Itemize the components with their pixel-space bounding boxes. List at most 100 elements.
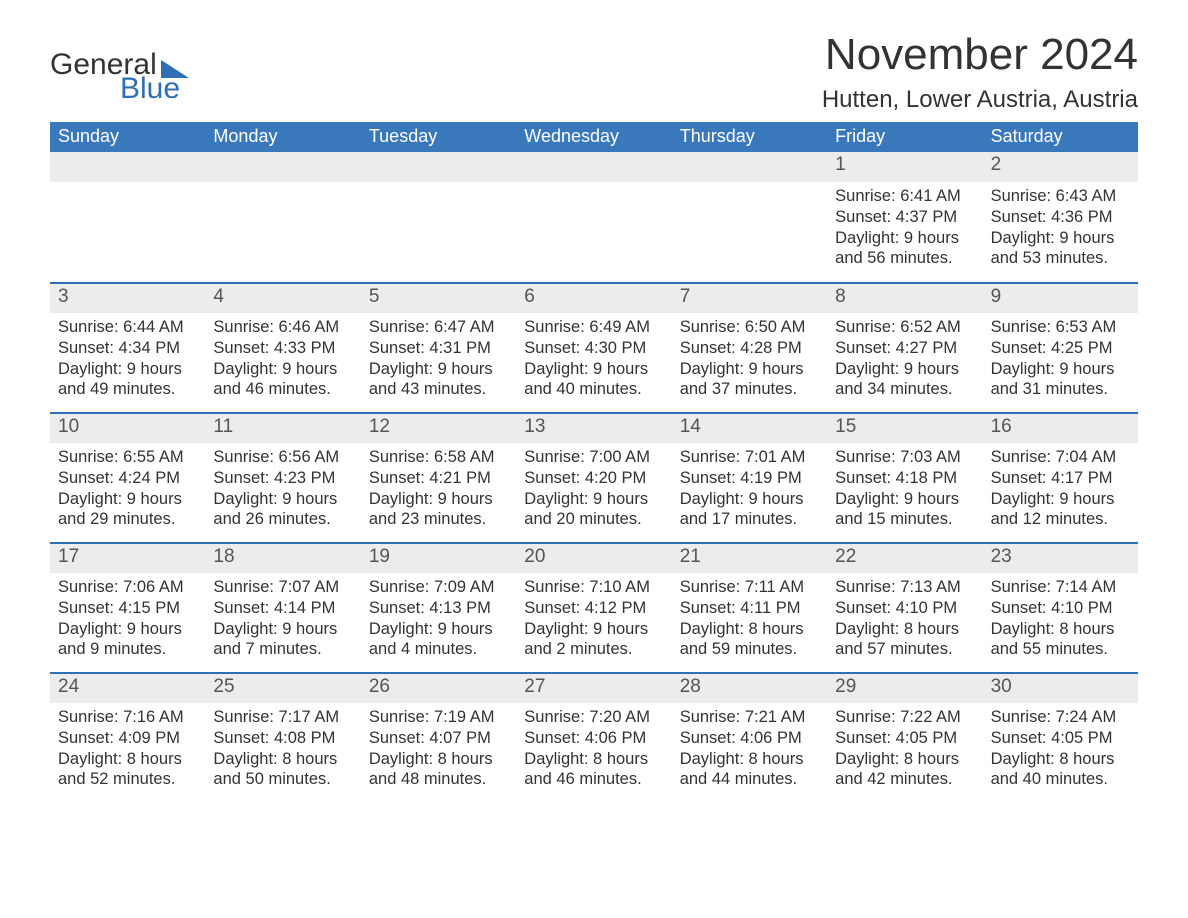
day-cell: Sunrise: 6:55 AMSunset: 4:24 PMDaylight:… xyxy=(50,443,205,542)
sunrise-line: Sunrise: 7:20 AM xyxy=(524,707,663,728)
day-cell xyxy=(672,182,827,282)
sunset-line: Sunset: 4:17 PM xyxy=(991,468,1130,489)
daylight-line-2: and 26 minutes. xyxy=(213,509,352,530)
week-row: 24252627282930Sunrise: 7:16 AMSunset: 4:… xyxy=(50,672,1138,802)
day-cell: Sunrise: 7:16 AMSunset: 4:09 PMDaylight:… xyxy=(50,703,205,802)
day-cell: Sunrise: 6:46 AMSunset: 4:33 PMDaylight:… xyxy=(205,313,360,412)
day-number: 3 xyxy=(50,284,205,313)
sunset-line: Sunset: 4:09 PM xyxy=(58,728,197,749)
sunrise-line: Sunrise: 7:22 AM xyxy=(835,707,974,728)
daylight-line-1: Daylight: 9 hours xyxy=(680,359,819,380)
daylight-line-2: and 53 minutes. xyxy=(991,248,1130,269)
day-number xyxy=(516,152,671,182)
sunset-line: Sunset: 4:19 PM xyxy=(680,468,819,489)
daylight-line-2: and 34 minutes. xyxy=(835,379,974,400)
sunrise-line: Sunrise: 6:43 AM xyxy=(991,186,1130,207)
sunset-line: Sunset: 4:08 PM xyxy=(213,728,352,749)
day-number: 20 xyxy=(516,544,671,573)
day-cell: Sunrise: 6:44 AMSunset: 4:34 PMDaylight:… xyxy=(50,313,205,412)
sunrise-line: Sunrise: 7:14 AM xyxy=(991,577,1130,598)
daylight-line-1: Daylight: 9 hours xyxy=(835,228,974,249)
day-number: 4 xyxy=(205,284,360,313)
day-number xyxy=(50,152,205,182)
daylight-line-1: Daylight: 8 hours xyxy=(680,749,819,770)
dayheader-sunday: Sunday xyxy=(50,122,205,152)
day-number: 12 xyxy=(361,414,516,443)
day-number xyxy=(361,152,516,182)
sunset-line: Sunset: 4:14 PM xyxy=(213,598,352,619)
logo-text-blue: Blue xyxy=(120,72,189,106)
sunrise-line: Sunrise: 7:24 AM xyxy=(991,707,1130,728)
day-number: 5 xyxy=(361,284,516,313)
sunset-line: Sunset: 4:25 PM xyxy=(991,338,1130,359)
day-cell: Sunrise: 7:07 AMSunset: 4:14 PMDaylight:… xyxy=(205,573,360,672)
daylight-line-1: Daylight: 9 hours xyxy=(835,489,974,510)
daylight-line-2: and 2 minutes. xyxy=(524,639,663,660)
sunrise-line: Sunrise: 7:13 AM xyxy=(835,577,974,598)
day-cell: Sunrise: 7:13 AMSunset: 4:10 PMDaylight:… xyxy=(827,573,982,672)
daylight-line-1: Daylight: 9 hours xyxy=(369,489,508,510)
week-row: 17181920212223Sunrise: 7:06 AMSunset: 4:… xyxy=(50,542,1138,672)
day-cell: Sunrise: 6:50 AMSunset: 4:28 PMDaylight:… xyxy=(672,313,827,412)
day-cell: Sunrise: 7:19 AMSunset: 4:07 PMDaylight:… xyxy=(361,703,516,802)
sunset-line: Sunset: 4:18 PM xyxy=(835,468,974,489)
day-number: 14 xyxy=(672,414,827,443)
day-cell: Sunrise: 7:09 AMSunset: 4:13 PMDaylight:… xyxy=(361,573,516,672)
daylight-line-2: and 9 minutes. xyxy=(58,639,197,660)
day-cell xyxy=(361,182,516,282)
daylight-line-1: Daylight: 8 hours xyxy=(58,749,197,770)
location-subtitle: Hutten, Lower Austria, Austria xyxy=(822,86,1138,114)
sunset-line: Sunset: 4:30 PM xyxy=(524,338,663,359)
daylight-line-2: and 4 minutes. xyxy=(369,639,508,660)
daylight-line-2: and 43 minutes. xyxy=(369,379,508,400)
daylight-line-2: and 29 minutes. xyxy=(58,509,197,530)
day-number: 2 xyxy=(983,152,1138,182)
month-title: November 2024 xyxy=(822,30,1138,80)
day-number: 29 xyxy=(827,674,982,703)
day-number xyxy=(672,152,827,182)
daylight-line-2: and 40 minutes. xyxy=(524,379,663,400)
sunrise-line: Sunrise: 7:21 AM xyxy=(680,707,819,728)
day-number: 1 xyxy=(827,152,982,182)
sunrise-line: Sunrise: 7:03 AM xyxy=(835,447,974,468)
day-number: 26 xyxy=(361,674,516,703)
sunset-line: Sunset: 4:13 PM xyxy=(369,598,508,619)
sunrise-line: Sunrise: 6:44 AM xyxy=(58,317,197,338)
daynum-row: 17181920212223 xyxy=(50,544,1138,573)
sunset-line: Sunset: 4:37 PM xyxy=(835,207,974,228)
day-cell: Sunrise: 6:49 AMSunset: 4:30 PMDaylight:… xyxy=(516,313,671,412)
day-number: 11 xyxy=(205,414,360,443)
day-cell: Sunrise: 6:58 AMSunset: 4:21 PMDaylight:… xyxy=(361,443,516,542)
daylight-line-1: Daylight: 8 hours xyxy=(835,619,974,640)
daylight-line-2: and 57 minutes. xyxy=(835,639,974,660)
daylight-line-1: Daylight: 8 hours xyxy=(835,749,974,770)
daylight-line-1: Daylight: 9 hours xyxy=(991,489,1130,510)
daylight-line-1: Daylight: 9 hours xyxy=(991,359,1130,380)
day-cell: Sunrise: 6:53 AMSunset: 4:25 PMDaylight:… xyxy=(983,313,1138,412)
daylight-line-1: Daylight: 8 hours xyxy=(213,749,352,770)
day-cell: Sunrise: 7:10 AMSunset: 4:12 PMDaylight:… xyxy=(516,573,671,672)
daylight-line-1: Daylight: 9 hours xyxy=(369,619,508,640)
daylight-line-1: Daylight: 9 hours xyxy=(835,359,974,380)
daynum-row: 24252627282930 xyxy=(50,674,1138,703)
day-cell xyxy=(205,182,360,282)
day-cell: Sunrise: 7:21 AMSunset: 4:06 PMDaylight:… xyxy=(672,703,827,802)
sunset-line: Sunset: 4:05 PM xyxy=(991,728,1130,749)
sunrise-line: Sunrise: 6:47 AM xyxy=(369,317,508,338)
daylight-line-1: Daylight: 9 hours xyxy=(58,619,197,640)
sunset-line: Sunset: 4:31 PM xyxy=(369,338,508,359)
dayheader-saturday: Saturday xyxy=(983,122,1138,152)
day-cell: Sunrise: 7:20 AMSunset: 4:06 PMDaylight:… xyxy=(516,703,671,802)
day-cell: Sunrise: 7:00 AMSunset: 4:20 PMDaylight:… xyxy=(516,443,671,542)
daylight-line-2: and 12 minutes. xyxy=(991,509,1130,530)
day-number xyxy=(205,152,360,182)
daylight-line-2: and 49 minutes. xyxy=(58,379,197,400)
sunset-line: Sunset: 4:06 PM xyxy=(524,728,663,749)
sunset-line: Sunset: 4:06 PM xyxy=(680,728,819,749)
sunrise-line: Sunrise: 7:09 AM xyxy=(369,577,508,598)
day-cell: Sunrise: 7:17 AMSunset: 4:08 PMDaylight:… xyxy=(205,703,360,802)
sunset-line: Sunset: 4:12 PM xyxy=(524,598,663,619)
sunset-line: Sunset: 4:24 PM xyxy=(58,468,197,489)
daylight-line-2: and 15 minutes. xyxy=(835,509,974,530)
sunrise-line: Sunrise: 6:56 AM xyxy=(213,447,352,468)
